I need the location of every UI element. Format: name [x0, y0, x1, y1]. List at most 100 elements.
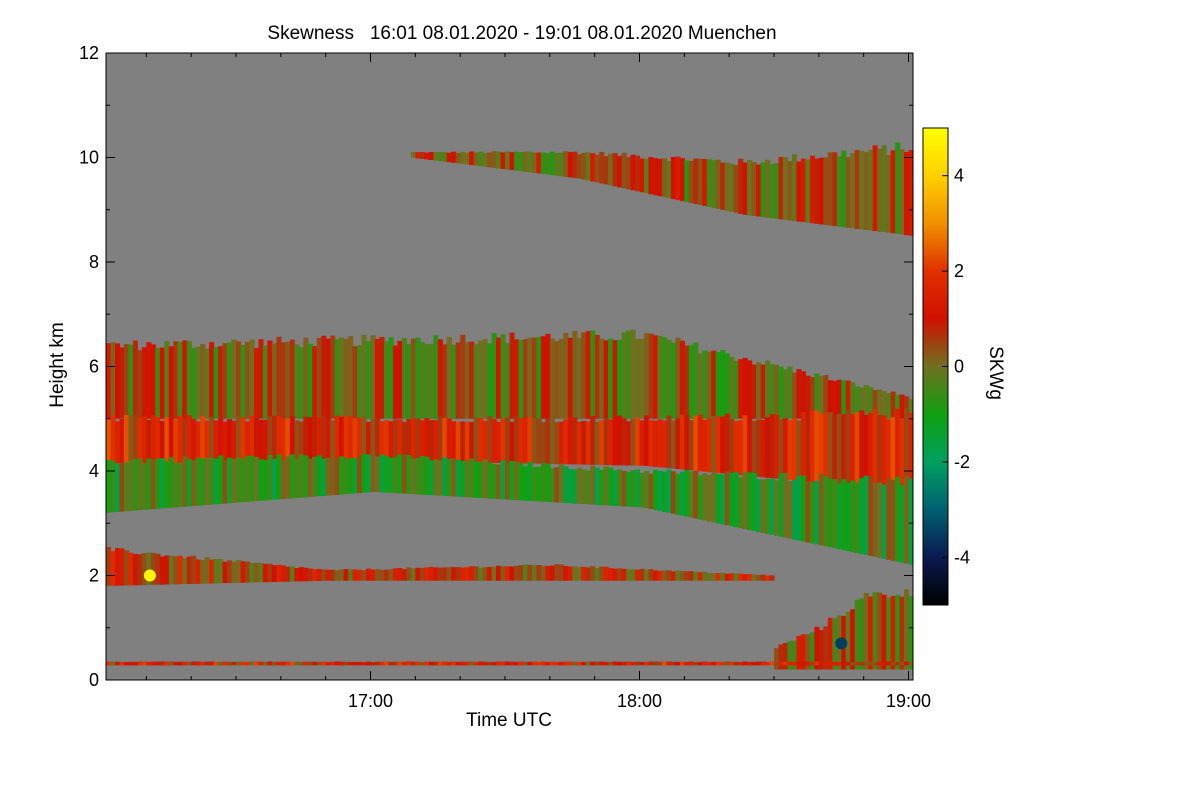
layer-cell: [222, 343, 228, 419]
layer-cell: [608, 467, 614, 506]
layer-cell: [410, 418, 416, 462]
layer-cell: [316, 661, 322, 666]
layer-cell: [576, 337, 582, 419]
layer-cell: [854, 661, 860, 666]
layer-cell: [455, 421, 461, 463]
layer-cell: [307, 343, 313, 419]
layer-cell: [608, 153, 614, 186]
layer-cell: [859, 478, 865, 555]
layer-cell: [370, 418, 376, 461]
layer-cell: [218, 559, 224, 584]
layer-cell: [711, 160, 717, 208]
layer-cell: [549, 661, 555, 666]
layer-cell: [818, 473, 824, 546]
layer-cell: [738, 662, 744, 666]
layer-cell: [464, 342, 470, 419]
layer-cell: [316, 455, 322, 497]
layer-cell: [500, 566, 506, 581]
layer-cell: [428, 344, 434, 419]
layer-cell: [733, 421, 739, 475]
layer-cell: [437, 339, 443, 419]
layer-cell: [115, 343, 121, 419]
layer-cell: [357, 345, 363, 419]
layer-cell: [401, 454, 407, 494]
layer-cell: [908, 478, 913, 565]
layer-cell: [693, 470, 699, 519]
layer-cell: [742, 661, 748, 666]
layer-cell: [778, 473, 784, 537]
layer-cell: [191, 347, 197, 419]
layer-cell: [531, 661, 537, 666]
layer-cell: [460, 567, 466, 581]
layer-cell: [419, 152, 425, 159]
layer-cell: [303, 337, 309, 419]
layer-cell: [760, 574, 766, 581]
layer-cell: [379, 421, 385, 461]
layer-cell: [688, 160, 694, 203]
layer-cell: [245, 421, 251, 466]
layer-cell: [437, 416, 443, 462]
layer-cell: [236, 415, 242, 466]
layer-cell: [644, 415, 650, 466]
layer-cell: [823, 375, 829, 419]
layer-cell: [168, 661, 174, 666]
layer-cell: [792, 480, 798, 540]
y-tick-label: 0: [89, 670, 99, 690]
layer-cell: [164, 417, 170, 469]
layer-cell: [473, 344, 479, 419]
layer-cell: [527, 565, 533, 581]
layer-cell: [899, 149, 905, 235]
layer-cell: [697, 158, 703, 205]
layer-cell: [146, 342, 152, 419]
layer-cell: [670, 420, 676, 469]
layer-cell: [523, 661, 529, 666]
layer-cell: [469, 458, 475, 498]
layer-cell: [388, 337, 394, 419]
layer-cell: [805, 416, 811, 482]
layer-cell: [890, 417, 896, 490]
layer-cell: [491, 566, 497, 581]
layer-cell: [410, 338, 416, 419]
layer-cell: [536, 418, 542, 464]
layer-cell: [617, 469, 623, 507]
layer-cell: [648, 420, 654, 467]
layer-cell: [245, 661, 251, 666]
layer-cell: [554, 422, 560, 465]
layer-cell: [684, 469, 690, 517]
layer-cell: [478, 661, 484, 666]
layer-cell: [603, 340, 609, 419]
layer-cell: [545, 153, 551, 175]
layer-cell: [702, 159, 708, 206]
layer-cell: [706, 661, 712, 666]
layer-cell: [827, 617, 833, 670]
layer-cell: [195, 559, 201, 584]
layer-cell: [581, 469, 587, 504]
layer-cell: [800, 634, 806, 670]
layer-cell: [433, 459, 439, 496]
layer-cell: [863, 475, 869, 555]
layer-cell: [298, 567, 304, 582]
layer-cell: [872, 482, 878, 557]
layer-cell: [702, 419, 708, 472]
layer-cell: [285, 341, 291, 419]
layer-cell: [388, 421, 394, 461]
layer-cell: [653, 661, 659, 666]
layer-cell: [756, 574, 762, 581]
layer-cell: [406, 455, 412, 494]
layer-cell: [863, 152, 869, 230]
layer-cell: [635, 569, 641, 581]
layer-cell: [401, 421, 407, 462]
x-tick-label: 17:00: [348, 691, 393, 711]
layer-cell: [661, 661, 667, 666]
layer-cell: [218, 455, 224, 504]
layer-cell: [661, 420, 667, 468]
layer-cell: [818, 661, 824, 666]
layer-cell: [370, 569, 376, 581]
layer-cell: [106, 418, 112, 471]
layer-cell: [738, 477, 744, 529]
layer-cell: [352, 458, 358, 494]
layer-cell: [357, 661, 363, 666]
layer-cell: [877, 661, 883, 666]
layer-cell: [809, 155, 815, 224]
layer-cell: [379, 336, 385, 419]
